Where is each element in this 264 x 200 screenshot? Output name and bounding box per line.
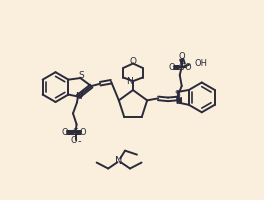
- Text: O: O: [185, 63, 191, 72]
- Text: O: O: [178, 52, 185, 61]
- Text: N: N: [175, 97, 182, 106]
- Text: OH: OH: [195, 59, 208, 68]
- Text: N: N: [75, 92, 82, 101]
- Text: S: S: [174, 90, 180, 99]
- Text: N: N: [126, 77, 133, 86]
- Text: S: S: [179, 63, 185, 72]
- Text: O: O: [169, 63, 176, 72]
- Text: -: -: [78, 136, 81, 146]
- Text: N: N: [115, 156, 123, 166]
- Text: O: O: [62, 128, 69, 137]
- Text: +: +: [78, 90, 85, 99]
- Text: S: S: [73, 128, 78, 137]
- Text: O: O: [80, 128, 86, 137]
- Text: O: O: [70, 136, 77, 145]
- Text: O: O: [130, 57, 136, 66]
- Text: S: S: [78, 71, 84, 80]
